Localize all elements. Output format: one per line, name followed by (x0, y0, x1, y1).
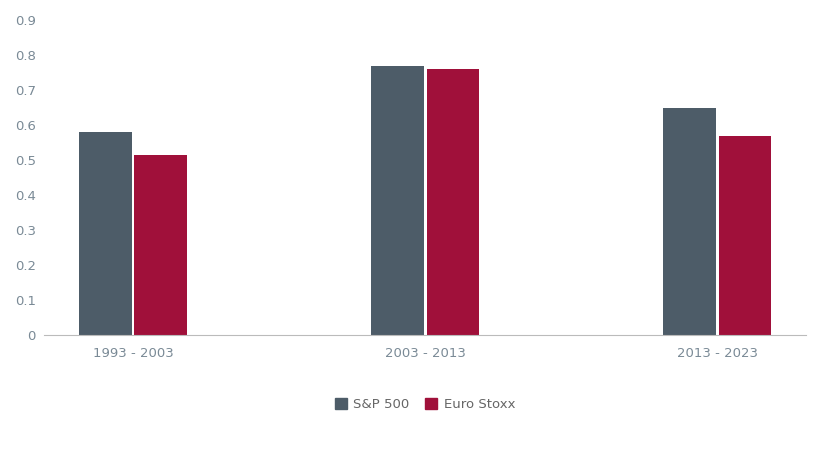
Bar (663, 108, 716, 336)
Bar (371, 66, 424, 336)
Bar (135, 155, 187, 336)
Bar (79, 132, 131, 336)
Bar (427, 69, 479, 336)
Bar (719, 136, 772, 336)
Legend: S&P 500, Euro Stoxx: S&P 500, Euro Stoxx (329, 392, 521, 416)
